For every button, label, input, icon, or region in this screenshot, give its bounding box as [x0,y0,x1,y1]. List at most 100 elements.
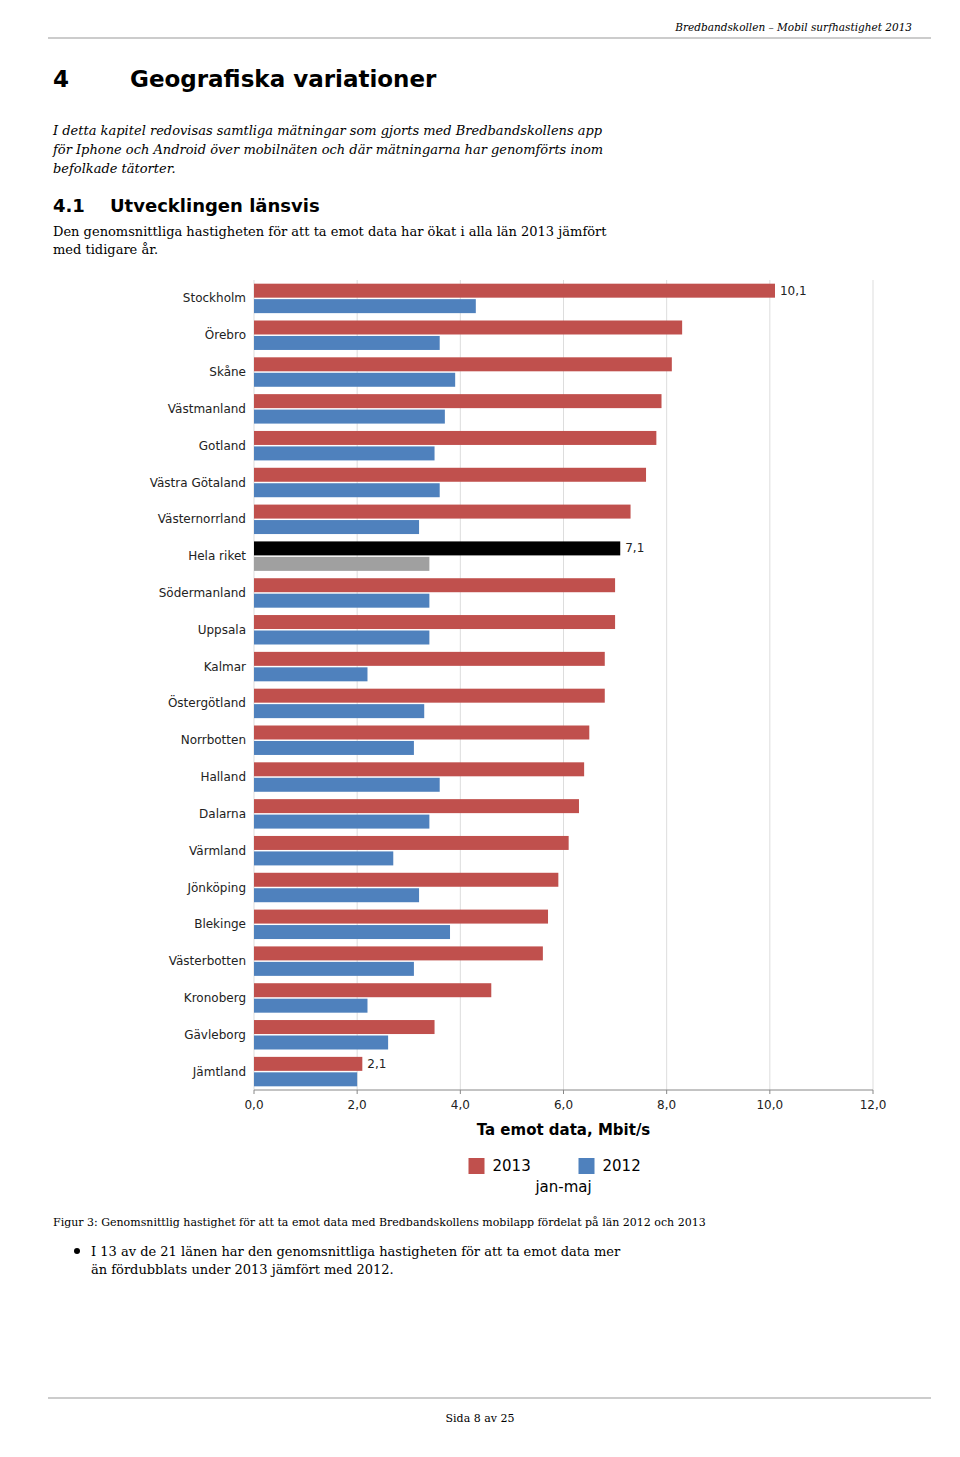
bar [254,851,393,865]
bar [254,999,367,1013]
bar [254,578,615,592]
header-rule [48,37,931,38]
category-label: Östergötland [168,694,246,710]
intro-text: I detta kapitel redovisas samtliga mätni… [52,123,603,138]
data-label: 7,1 [625,541,644,555]
body-text: med tidigare år. [53,242,158,257]
legend-entry: 2012 [603,1157,641,1175]
bar [254,689,605,703]
figure-caption: Figur 3: Genomsnittlig hastighet för att… [53,1216,706,1229]
bar [254,704,424,718]
bar [254,505,631,519]
bar [254,1057,362,1071]
bars [254,284,775,1087]
category-label: Gotland [199,439,246,453]
bar [254,321,682,335]
bar [254,357,672,371]
x-tick [460,1090,461,1094]
category-label: Uppsala [198,623,246,637]
page: Bredbandskollen – Mobil surfhastighet 20… [0,0,960,1457]
bar [254,594,429,608]
intro-text: befolkade tätorter. [53,161,176,176]
bar [254,1036,388,1050]
category-label: Dalarna [199,807,246,821]
category-label: Värmland [189,844,246,858]
bar [254,983,491,997]
category-label: Blekinge [194,917,246,931]
bar [254,431,656,445]
body-text: Den genomsnittliga hastigheten för att t… [53,224,607,239]
bar [254,910,548,924]
page-footer: Sida 8 av 25 [446,1412,515,1425]
category-label: Västernorrland [158,512,246,526]
grid-line [769,280,770,1090]
bar [254,762,584,776]
x-tick [254,1090,255,1094]
bar [254,410,445,424]
section-number: 4 [53,66,69,92]
x-tick-label: 6,0 [554,1098,573,1112]
x-tick [357,1090,358,1094]
grid [254,280,873,1090]
category-label: Gävleborg [184,1028,246,1042]
x-tick-label: 2,0 [348,1098,367,1112]
subsection-title: Utvecklingen länsvis [110,195,320,216]
bar [254,873,558,887]
bar [254,394,662,408]
x-axis-label: Ta emot data, Mbit/s [477,1121,651,1139]
bar [254,962,414,976]
category-label: Örebro [205,326,246,342]
bar [254,836,569,850]
x-tick [769,1090,770,1094]
bullet-text: I 13 av de 21 länen har den genomsnittli… [91,1244,621,1259]
x-tick [563,1090,564,1094]
bar [254,726,589,740]
x-tick-label: 8,0 [657,1098,676,1112]
bar [254,799,579,813]
x-tick [666,1090,667,1094]
x-tick-label: 0,0 [244,1098,263,1112]
bar [254,615,615,629]
category-label: Västmanland [168,402,246,416]
data-label: 10,1 [780,284,807,298]
bar [254,778,440,792]
data-label: 2,1 [367,1057,386,1071]
page-header: Bredbandskollen – Mobil surfhastighet 20… [674,21,912,33]
category-label: Kalmar [204,660,246,674]
x-tick-label: 4,0 [451,1098,470,1112]
bar [254,373,455,387]
bar [254,1020,435,1034]
legend-entry: 2013 [493,1157,531,1175]
bullet-text: än fördubblats under 2013 jämfört med 20… [91,1262,394,1277]
section-title: Geografiska variationer [130,66,437,92]
intro-text: för Iphone och Android över mobilnäten o… [52,142,603,157]
bar [254,468,646,482]
category-label: Jämtland [192,1065,246,1079]
subsection-number: 4.1 [53,195,85,216]
bar [254,888,419,902]
bar [254,652,605,666]
bar [254,946,543,960]
legend-subtitle: jan-maj [534,1178,591,1196]
bar [254,925,450,939]
bar [254,631,429,645]
category-label: Norrbotten [181,733,246,747]
category-label: Kronoberg [184,991,246,1005]
bar [254,541,620,555]
category-label: Västra Götaland [150,476,246,490]
bar [254,741,414,755]
legend-swatch [469,1158,485,1174]
bar [254,520,419,534]
bar [254,446,435,460]
grid-line [873,280,874,1090]
bar [254,1072,357,1086]
x-tick [873,1090,874,1094]
chart: 10,17,12,1StockholmÖrebroSkåneVästmanlan… [150,280,887,1196]
category-label: Hela riket [188,549,246,563]
bar [254,815,429,829]
footer-rule [48,1397,931,1398]
bar [254,336,440,350]
bar [254,284,775,298]
bar [254,483,440,497]
category-label: Västerbotten [169,954,246,968]
